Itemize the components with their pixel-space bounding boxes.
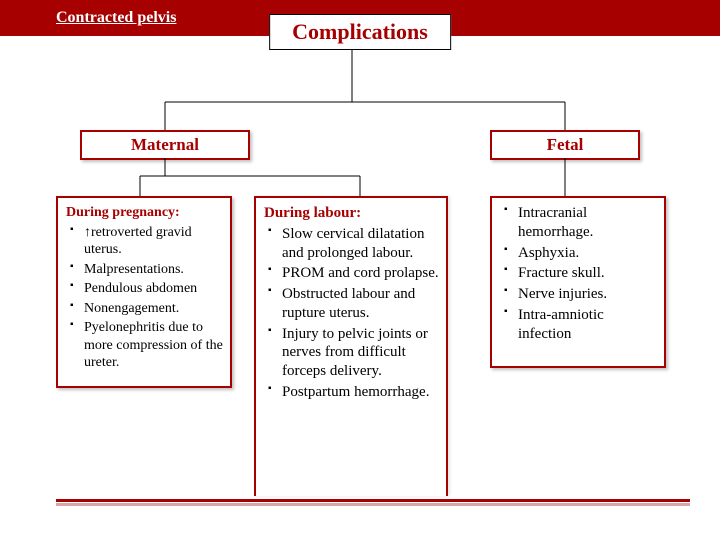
- pregnancy-box: During pregnancy: ↑retroverted gravid ut…: [56, 196, 232, 388]
- page-heading: Contracted pelvis: [56, 9, 176, 26]
- list-item: PROM and cord prolapse.: [274, 264, 442, 283]
- list-item: Nonengagement.: [76, 300, 226, 318]
- root-node: Complications: [269, 14, 451, 50]
- list-item: Postpartum hemorrhage.: [274, 383, 442, 402]
- bottom-rule: [56, 499, 690, 502]
- pregnancy-list: ↑retroverted gravid uterus. Malpresentati…: [66, 224, 226, 372]
- list-item: Injury to pelvic joints or nerves from d…: [274, 325, 442, 381]
- labour-list: Slow cervical dilatation and prolonged l…: [264, 225, 442, 402]
- list-item: Fracture skull.: [510, 264, 660, 283]
- fetal-complications-list: Intracranial hemorrhage. Asphyxia.Fractur…: [500, 204, 660, 343]
- list-item: ↑retroverted gravid uterus.: [76, 224, 226, 259]
- maternal-node: Maternal: [80, 130, 250, 160]
- root-label: Complications: [292, 19, 428, 44]
- list-item: Obstructed labour and rupture uterus.: [274, 285, 442, 323]
- fetal-node: Fetal: [490, 130, 640, 160]
- fetal-label: Fetal: [547, 135, 584, 154]
- maternal-label: Maternal: [131, 135, 199, 154]
- list-item: Asphyxia.: [510, 244, 660, 263]
- labour-box: During labour: Slow cervical dilatation …: [254, 196, 448, 496]
- list-item: Intra-amniotic infection: [510, 306, 660, 344]
- fetal-complications-box: Intracranial hemorrhage. Asphyxia.Fractur…: [490, 196, 666, 368]
- pregnancy-heading: During pregnancy:: [66, 204, 226, 222]
- list-item: Nerve injuries.: [510, 285, 660, 304]
- list-item: Intracranial hemorrhage.: [510, 204, 660, 242]
- list-item: Pendulous abdomen: [76, 280, 226, 298]
- list-item: Malpresentations.: [76, 261, 226, 279]
- list-item: Pyelonephritis due to more compression o…: [76, 319, 226, 372]
- labour-heading: During labour:: [264, 204, 442, 223]
- list-item: Slow cervical dilatation and prolonged l…: [274, 225, 442, 263]
